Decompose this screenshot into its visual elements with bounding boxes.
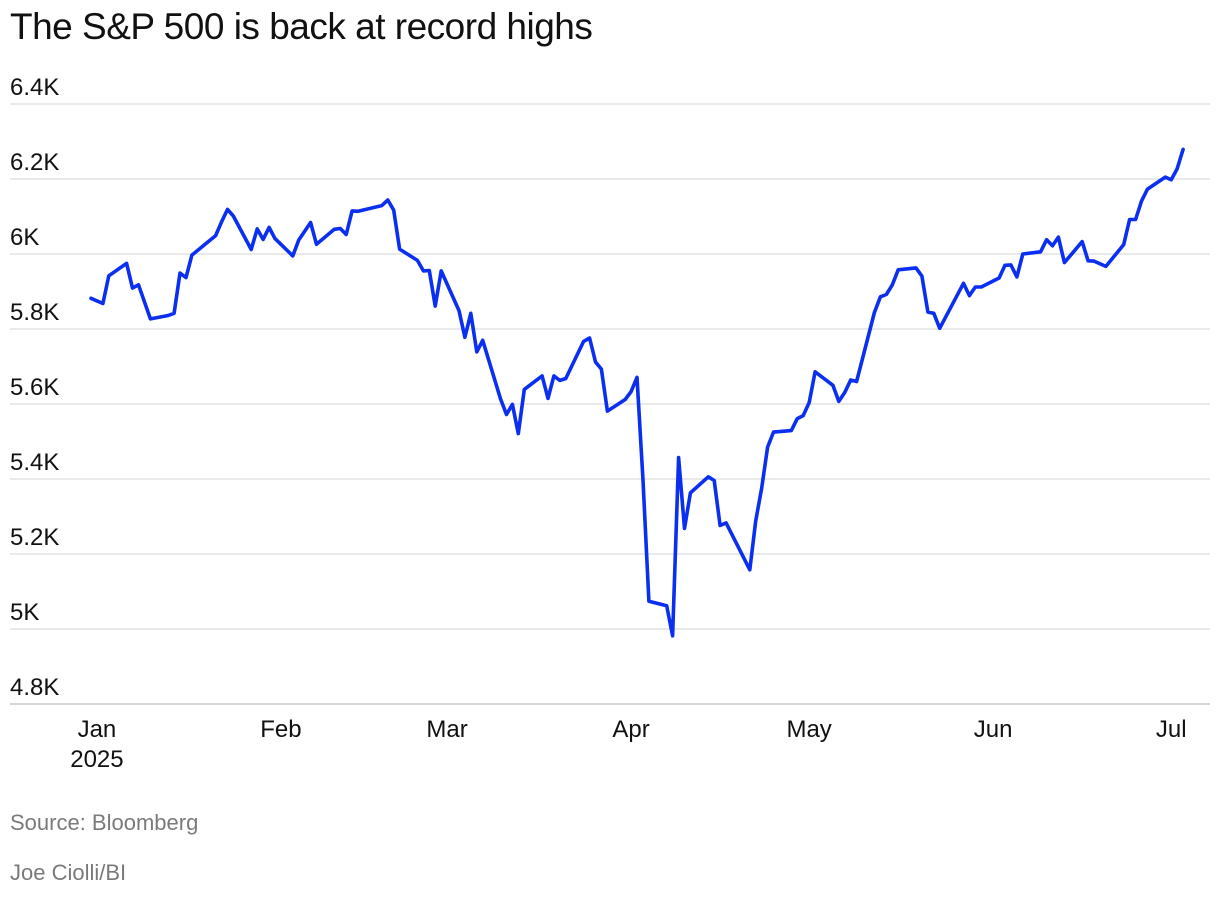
y-tick-label: 5.6K xyxy=(10,374,59,401)
x-tick-label: Jun xyxy=(974,716,1013,743)
y-tick-label: 4.8K xyxy=(10,674,59,701)
y-tick-label: 5.4K xyxy=(10,449,59,476)
source-note: Source: Bloomberg xyxy=(10,810,199,835)
series-line-0 xyxy=(89,147,1185,638)
x-tick-label: Apr xyxy=(612,716,649,743)
y-tick-label: 5.2K xyxy=(10,524,59,551)
line-chart: 4.8K 5K 5.2K 5.4K 5.6K 5.8K 6K 6.2K 6.4K Jan 2025… xyxy=(10,74,1210,773)
y-tick-label: 6K xyxy=(10,224,39,251)
gridlines xyxy=(10,103,1210,705)
series-group xyxy=(89,147,1185,638)
y-tick-label: 6.4K xyxy=(10,74,59,101)
x-tick-label: May xyxy=(786,716,831,743)
y-tick-label: 5.8K xyxy=(10,299,59,326)
x-tick-label: Feb xyxy=(260,716,301,743)
x-tick-year-label: 2025 xyxy=(70,746,123,773)
x-axis-labels: Jan 2025 Feb Mar Apr May Jun Jul xyxy=(70,716,1186,773)
x-tick-label: Jan xyxy=(78,716,117,743)
y-tick-label: 6.2K xyxy=(10,149,59,176)
y-axis-labels: 4.8K 5K 5.2K 5.4K 5.6K 5.8K 6K 6.2K 6.4K xyxy=(10,74,59,701)
chart-title: The S&P 500 is back at record highs xyxy=(10,6,593,47)
y-tick-label: 5K xyxy=(10,599,39,626)
author-credit: Joe Ciolli/BI xyxy=(10,860,127,885)
x-tick-label: Jul xyxy=(1156,716,1187,743)
x-tick-label: Mar xyxy=(426,716,467,743)
